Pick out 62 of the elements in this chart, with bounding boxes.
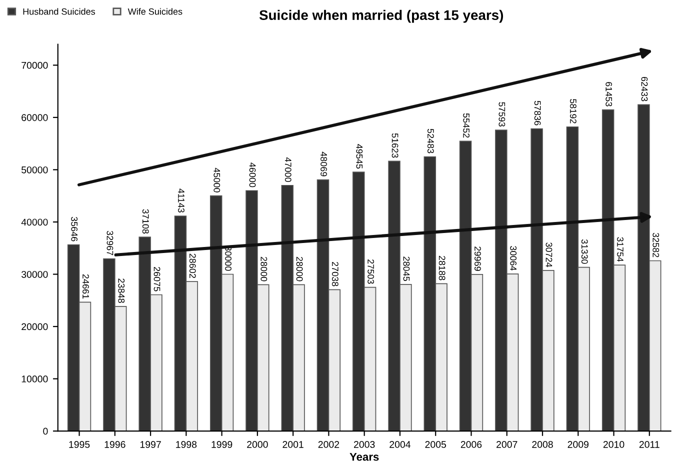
legend-label: Husband Suicides [23, 8, 96, 15]
chart-title: Suicide when married (past 15 years) [259, 10, 504, 23]
data-label: 26075 [154, 266, 160, 292]
y-tick-label: 20000 [22, 323, 48, 330]
data-label: 35646 [71, 216, 78, 242]
data-label: 27503 [368, 260, 374, 284]
data-label: 28000 [260, 256, 268, 282]
x-tick-label: 2001 [282, 441, 304, 448]
data-label: 45000 [214, 168, 220, 192]
y-tick-label: 30000 [22, 270, 48, 278]
data-label: 28602 [189, 254, 196, 278]
x-tick-label: 2006 [460, 441, 482, 448]
y-tick-label: 10000 [22, 376, 48, 382]
data-label: 28045 [403, 256, 410, 281]
y-tick-label: 70000 [22, 62, 48, 69]
y-tick-label: 60000 [22, 114, 48, 122]
data-label: 57836 [534, 100, 541, 126]
data-label: 28000 [296, 256, 303, 282]
x-tick-label: 1996 [104, 441, 126, 448]
x-tick-label: 2008 [532, 441, 553, 448]
x-axis-title: Years [350, 453, 379, 461]
data-label: 31754 [617, 237, 624, 262]
data-label: 24661 [82, 274, 89, 299]
data-label: 62433 [641, 76, 648, 102]
legend-label: Wife Suicides [128, 8, 182, 15]
x-tick-label: 2004 [390, 441, 410, 448]
data-label: 31330 [581, 239, 588, 264]
data-label: 46000 [249, 162, 256, 188]
data-label: 32967 [106, 230, 114, 256]
data-label: 58192 [570, 99, 576, 124]
y-tick-label: 40000 [21, 218, 48, 226]
data-label: 32582 [652, 232, 660, 258]
data-label: 47000 [284, 157, 292, 182]
y-tick-label: 50000 [22, 166, 48, 174]
data-label: 28188 [438, 256, 446, 280]
data-label: 30724 [546, 242, 552, 268]
y-tick-label: 0 [43, 428, 48, 435]
x-tick-label: 2011 [639, 441, 660, 448]
x-tick-label: 2010 [603, 441, 624, 448]
data-label: 52483 [427, 128, 434, 154]
x-tick-label: 1995 [69, 441, 90, 448]
data-label: 27038 [332, 262, 338, 286]
x-tick-label: 1999 [212, 441, 232, 448]
x-tick-label: 2005 [425, 441, 446, 448]
x-tick-label: 2000 [247, 441, 268, 448]
data-label: 49545 [356, 144, 363, 169]
x-tick-label: 2007 [496, 441, 518, 448]
x-tick-label: 2002 [318, 441, 340, 448]
data-label: 29969 [474, 246, 481, 271]
data-label: 48069 [320, 152, 327, 176]
data-label: 23848 [118, 278, 125, 303]
data-label: 61453 [606, 82, 612, 106]
data-label: 57593 [498, 102, 506, 126]
data-label: 55452 [463, 113, 470, 138]
x-tick-label: 2009 [568, 441, 588, 448]
x-tick-label: 1997 [140, 441, 161, 448]
data-label: 41143 [178, 188, 184, 212]
data-label: 37108 [142, 209, 149, 234]
data-label: 51623 [392, 133, 398, 158]
x-tick-label: 2003 [354, 441, 375, 448]
data-label: 30064 [510, 246, 517, 271]
x-tick-label: 1998 [176, 441, 197, 448]
